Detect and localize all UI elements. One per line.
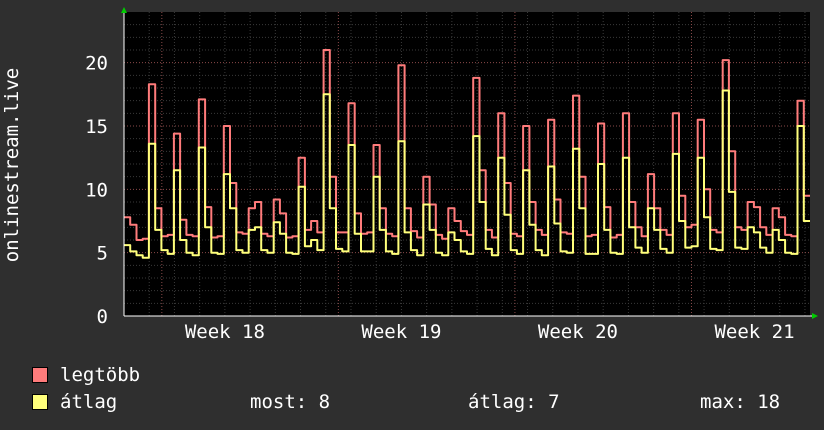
x-tick-label: Week 20: [538, 321, 618, 343]
y-axis-arrow-icon: [121, 7, 127, 13]
stat-max-value: 18: [757, 391, 781, 413]
legend-max-swatch: [32, 367, 48, 383]
legend-avg-label: átlag: [60, 391, 118, 413]
y-tick-label: 20: [85, 53, 108, 75]
x-tick-labels: Week 18 Week 19 Week 20 Week 21: [185, 321, 795, 343]
grid: [124, 12, 810, 316]
legend-max-label: legtöbb: [60, 364, 141, 386]
series-line-avg: [124, 89, 810, 259]
chart: 0 5 10 15 20 Week 18 Week 19 Week 20 Week 21 on…: [1, 7, 818, 343]
legend-avg: átlag: [32, 391, 117, 413]
stat-now: most: 8: [250, 391, 330, 413]
stat-now-label: most:: [250, 391, 308, 413]
y-tick-label: 5: [97, 243, 108, 265]
stat-avg-label: átlag:: [468, 391, 537, 413]
stat-max: max: 18: [700, 391, 780, 413]
y-tick-labels: 0 5 10 15 20: [85, 53, 108, 328]
x-tick-label: Week 19: [361, 321, 441, 343]
x-tick-label: Week 21: [714, 321, 794, 343]
series-line-max: [124, 49, 810, 241]
x-axis-arrow-icon: [812, 313, 818, 319]
legend-max: legtöbb: [32, 364, 140, 386]
series-lines: [124, 49, 810, 259]
y-tick-label: 15: [85, 116, 108, 138]
stat-avg-value: 7: [548, 391, 560, 413]
stat-now-value: 8: [318, 391, 331, 413]
legend-avg-swatch: [32, 394, 48, 410]
x-tick-label: Week 18: [185, 321, 265, 343]
stat-max-label: max:: [700, 391, 746, 413]
y-axis-label: onlinestream.live: [1, 68, 23, 262]
stat-avg: átlag: 7: [468, 391, 560, 413]
y-tick-label: 0: [97, 306, 108, 328]
y-tick-label: 10: [85, 179, 108, 201]
